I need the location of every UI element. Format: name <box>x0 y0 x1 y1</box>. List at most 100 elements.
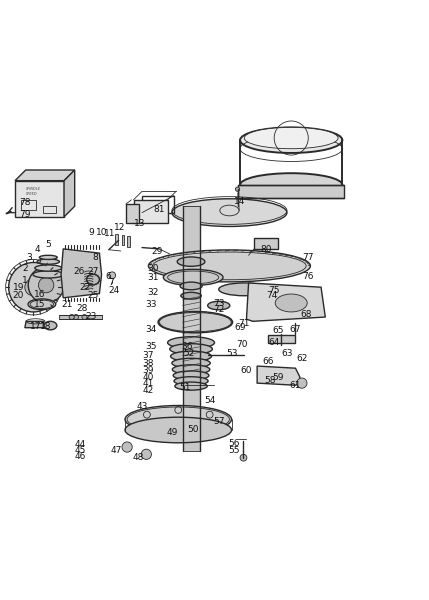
Text: 40: 40 <box>143 373 154 382</box>
Text: 9: 9 <box>88 228 94 237</box>
Circle shape <box>240 454 247 461</box>
Text: 27: 27 <box>88 266 99 275</box>
Circle shape <box>73 314 79 320</box>
Bar <box>121 235 124 245</box>
Text: 15: 15 <box>34 300 45 309</box>
Bar <box>254 238 278 249</box>
Ellipse shape <box>208 301 230 310</box>
Text: 44: 44 <box>75 440 86 449</box>
Ellipse shape <box>28 299 56 310</box>
Text: 12: 12 <box>114 223 126 232</box>
Circle shape <box>25 278 42 296</box>
Text: 60: 60 <box>241 366 252 375</box>
Text: 13: 13 <box>134 219 146 228</box>
Text: 29: 29 <box>151 247 163 256</box>
Text: 58: 58 <box>264 376 276 385</box>
Text: 16: 16 <box>34 290 45 299</box>
Text: 4: 4 <box>35 245 40 254</box>
Text: 77: 77 <box>302 253 314 262</box>
Bar <box>268 335 296 343</box>
Text: 78: 78 <box>19 199 30 208</box>
Text: 70: 70 <box>236 340 248 349</box>
Ellipse shape <box>219 283 270 296</box>
Ellipse shape <box>171 351 211 361</box>
Text: 34: 34 <box>145 325 156 334</box>
Bar <box>126 204 139 223</box>
Text: 56: 56 <box>228 439 239 448</box>
Text: 69: 69 <box>234 323 246 332</box>
Ellipse shape <box>44 322 57 330</box>
Text: 28: 28 <box>77 304 88 313</box>
Text: 72: 72 <box>213 305 224 314</box>
Text: 38: 38 <box>143 359 154 368</box>
Text: 25: 25 <box>88 291 99 300</box>
Text: 73: 73 <box>213 299 224 308</box>
Circle shape <box>82 314 87 320</box>
Text: 20: 20 <box>13 291 24 300</box>
Ellipse shape <box>39 255 57 259</box>
Text: 53: 53 <box>226 349 237 358</box>
Circle shape <box>9 262 58 312</box>
Ellipse shape <box>35 265 62 271</box>
Text: 18: 18 <box>40 322 52 331</box>
Text: 11: 11 <box>104 229 116 238</box>
Bar <box>182 206 199 451</box>
Ellipse shape <box>172 199 287 226</box>
Ellipse shape <box>245 127 338 149</box>
Polygon shape <box>15 170 75 181</box>
Ellipse shape <box>181 292 201 299</box>
Text: 62: 62 <box>296 355 308 364</box>
Polygon shape <box>61 249 102 298</box>
Text: SPINDLE
SPEED: SPINDLE SPEED <box>26 187 41 196</box>
Text: 68: 68 <box>300 310 312 319</box>
Ellipse shape <box>33 271 63 278</box>
Text: 32: 32 <box>147 288 158 297</box>
Text: 30: 30 <box>147 263 158 272</box>
Bar <box>142 196 174 212</box>
Circle shape <box>122 442 132 452</box>
Text: 14: 14 <box>234 197 246 206</box>
Text: 63: 63 <box>281 349 293 358</box>
Ellipse shape <box>172 365 210 374</box>
Polygon shape <box>247 283 325 322</box>
Text: 48: 48 <box>132 453 143 462</box>
Text: 50: 50 <box>187 425 199 434</box>
Ellipse shape <box>275 294 307 312</box>
Text: 79: 79 <box>19 210 30 219</box>
Text: 36: 36 <box>181 343 193 352</box>
Text: 6: 6 <box>105 272 111 281</box>
Circle shape <box>39 277 54 293</box>
Text: 21: 21 <box>62 300 73 309</box>
Text: 47: 47 <box>111 446 122 455</box>
Ellipse shape <box>177 257 205 266</box>
Circle shape <box>28 267 64 303</box>
Ellipse shape <box>37 259 60 264</box>
Text: 49: 49 <box>166 428 178 437</box>
Text: 5: 5 <box>45 240 51 249</box>
Ellipse shape <box>125 406 232 433</box>
Text: 41: 41 <box>143 379 154 388</box>
Text: 54: 54 <box>205 395 216 404</box>
Text: 43: 43 <box>136 402 148 411</box>
Text: 1: 1 <box>22 277 28 286</box>
Ellipse shape <box>158 311 233 333</box>
Polygon shape <box>25 322 45 328</box>
Ellipse shape <box>170 344 212 355</box>
Text: 31: 31 <box>147 273 158 282</box>
Circle shape <box>236 187 240 191</box>
Text: 23: 23 <box>85 311 97 320</box>
Text: 24: 24 <box>109 286 120 295</box>
Text: 3: 3 <box>26 253 32 262</box>
Text: 55: 55 <box>228 446 239 455</box>
Circle shape <box>141 449 151 460</box>
Text: 75: 75 <box>269 286 280 295</box>
Circle shape <box>109 272 116 278</box>
Polygon shape <box>257 366 300 385</box>
Bar <box>115 234 118 245</box>
Text: 2: 2 <box>22 263 27 272</box>
Bar <box>43 206 55 212</box>
Ellipse shape <box>175 382 207 390</box>
Text: 67: 67 <box>290 325 301 334</box>
Text: 33: 33 <box>145 300 156 309</box>
Text: 45: 45 <box>75 446 86 455</box>
